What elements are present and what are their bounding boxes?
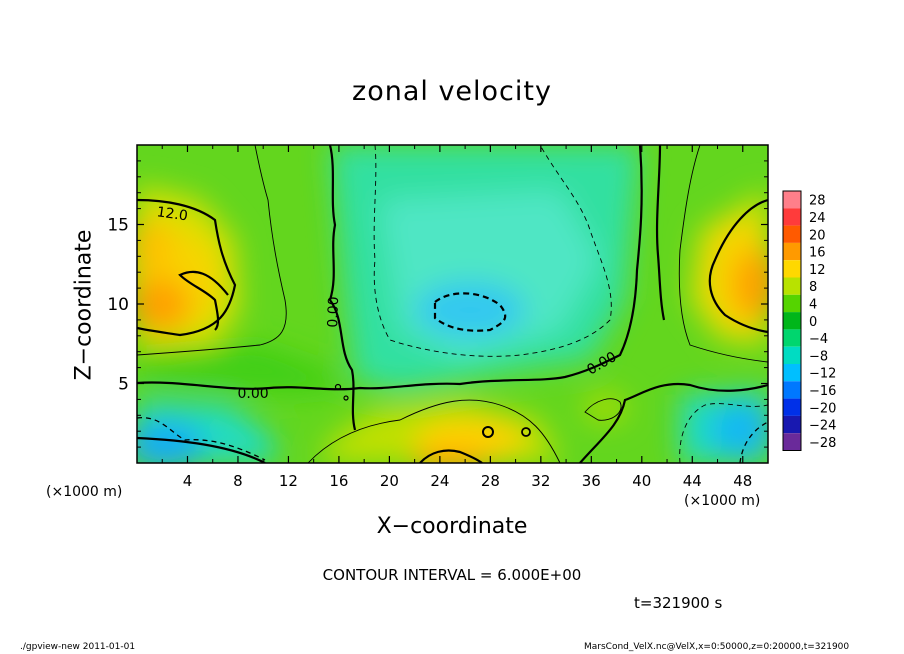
colorbar-label: 12 xyxy=(809,263,826,278)
x-axis-ticks: 4 8 12 16 20 24 28 32 36 40 44 48 xyxy=(161,145,752,490)
six-contour-bottom xyxy=(307,399,561,463)
twelve-contour-right xyxy=(708,198,768,334)
colorbar-swatch xyxy=(783,242,801,261)
zero-contour-left-vertical xyxy=(328,145,357,431)
colorbar-label: −8 xyxy=(809,349,828,364)
x-tick-label: 32 xyxy=(531,472,550,490)
twelve-contour-left-inner xyxy=(178,270,229,331)
x-tick-label: 16 xyxy=(329,472,348,490)
small-loop-1 xyxy=(482,426,494,438)
x-unit-label-left: (×1000 m) xyxy=(46,484,123,500)
x-tick-label: 36 xyxy=(582,472,601,490)
minus-six-contour-lower-left xyxy=(137,417,266,461)
colorbar-label: −20 xyxy=(809,401,836,416)
minus-twelve-contour xyxy=(433,292,507,332)
colorbar-label: 16 xyxy=(809,246,826,261)
colorbar-swatch xyxy=(783,364,801,382)
small-loop-2 xyxy=(334,383,342,391)
colorbar-swatch xyxy=(783,260,801,278)
x-tick-label: 44 xyxy=(683,472,702,490)
zero-contour-right-vertical xyxy=(655,145,666,321)
x-tick-label: 8 xyxy=(233,472,243,490)
colorbar: 28 24 20 16 12 8 4 0 −4 −8 −12 −16 −20 −24 −28 xyxy=(782,190,836,451)
colorbar-swatch xyxy=(783,433,801,451)
colorbar-label: 24 xyxy=(809,211,826,226)
colorbar-swatch xyxy=(783,346,801,364)
colorbar-label: 20 xyxy=(809,228,826,243)
colorbar-label: 4 xyxy=(809,297,817,312)
colorbar-label: −16 xyxy=(809,384,836,399)
contour-label: 0.00 xyxy=(238,386,269,402)
colorbar-swatch xyxy=(783,415,801,434)
contour-label: 0.00 xyxy=(325,296,342,328)
colorbar-label: 28 xyxy=(809,194,826,209)
x-tick-label: 12 xyxy=(279,472,298,490)
contour-interval-label: CONTOUR INTERVAL = 6.000E+00 xyxy=(322,566,582,584)
six-contour-right xyxy=(678,145,768,363)
x-tick-label: 24 xyxy=(430,472,449,490)
contour-lines xyxy=(137,145,768,463)
colorbar-swatch xyxy=(783,208,801,226)
colorbar-label: −24 xyxy=(809,419,836,434)
zero-contour-bottom-right xyxy=(579,382,768,463)
colorbar-label: −4 xyxy=(809,332,828,347)
bottom-closed-contour xyxy=(419,449,483,463)
colorbar-swatch xyxy=(783,398,801,416)
time-label: t=321900 s xyxy=(634,594,723,612)
footer-right: MarsCond_VelX.nc@VelX,x=0:50000,z=0:2000… xyxy=(584,642,850,652)
colorbar-swatch xyxy=(783,277,801,295)
contour-label: 12.0 xyxy=(156,204,189,224)
x-tick-label: 20 xyxy=(380,472,399,490)
colorbar-swatch xyxy=(783,381,801,399)
colorbar-frame xyxy=(782,190,802,451)
colorbar-swatch xyxy=(783,225,801,243)
colorbar-swatch xyxy=(783,312,801,330)
colorbar-label: 8 xyxy=(809,280,817,295)
colorbar-label: −28 xyxy=(809,436,836,451)
contour-label-group: 0.00 xyxy=(325,296,342,328)
colorbar-label: 0 xyxy=(809,315,817,330)
six-contour-left xyxy=(137,145,287,356)
colorbar-label: −12 xyxy=(809,367,836,382)
colorbar-swatch xyxy=(783,294,801,313)
colorbar-swatch xyxy=(783,329,801,347)
zero-contour-lower xyxy=(137,145,643,391)
twelve-contour-left xyxy=(137,198,237,337)
contour-label-group: 12.0 xyxy=(156,204,189,224)
y-axis-ticks: 5 10 15 xyxy=(107,160,768,448)
small-loop-4 xyxy=(521,427,531,437)
minus-six-contour-lower-right xyxy=(679,403,768,463)
footer-left: ./gpview-new 2011-01-01 xyxy=(20,642,136,652)
zero-contour-bottom-left xyxy=(137,436,266,463)
chart-title: zonal velocity xyxy=(352,76,552,107)
x-tick-label: 48 xyxy=(733,472,752,490)
y-tick-label: 10 xyxy=(107,295,129,315)
y-tick-label: 5 xyxy=(118,375,129,395)
x-tick-label: 40 xyxy=(632,472,651,490)
x-tick-label: 4 xyxy=(183,472,193,490)
shaded-velocity-field xyxy=(137,145,768,463)
x-unit-label-right: (×1000 m) xyxy=(684,493,761,509)
small-loop-3 xyxy=(343,395,349,401)
colorbar-swatch xyxy=(783,191,801,209)
six-contour-bump xyxy=(584,398,622,421)
x-tick-label: 28 xyxy=(481,472,500,490)
x-axis-label: X−coordinate xyxy=(376,514,528,539)
minus-twelve-contour-lower-right xyxy=(739,421,768,463)
contour-label-group: 0.00 xyxy=(238,386,269,402)
y-tick-label: 15 xyxy=(107,216,129,236)
y-axis-label: Z−coordinate xyxy=(71,229,97,381)
